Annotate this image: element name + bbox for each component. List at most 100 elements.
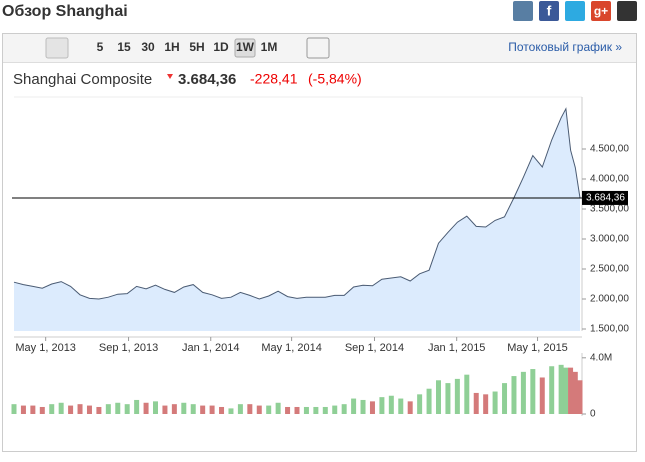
gplus-icon[interactable] <box>591 1 611 21</box>
y-tick-label: 3.000,00 <box>590 234 629 245</box>
volume-bar <box>417 394 423 414</box>
volume-bar <box>190 404 196 414</box>
volume-bar <box>200 405 206 414</box>
volume-bar <box>473 392 479 414</box>
toolbar <box>3 34 636 62</box>
y-tick-label: 3.500,00 <box>590 204 629 215</box>
volume-bar <box>77 404 83 414</box>
x-tick-label: May 1, 2015 <box>507 342 568 354</box>
volume-bar <box>549 366 555 414</box>
x-tick-label: Jan 1, 2015 <box>428 342 486 354</box>
volume-bar <box>492 391 498 414</box>
page-title: Обзор Shanghai <box>2 3 128 20</box>
streaming-link[interactable]: Потоковый график » <box>508 40 622 54</box>
volume-bar <box>454 378 460 414</box>
facebook-icon[interactable] <box>539 1 559 21</box>
volume-bar <box>11 404 17 414</box>
interval-button[interactable]: 15 <box>117 40 131 54</box>
volume-bar <box>303 406 309 414</box>
volume-bar <box>49 404 55 414</box>
y-tick-label: 2.000,00 <box>590 294 629 305</box>
y-tick-label: 4.000,00 <box>590 174 629 185</box>
volume-bar <box>219 406 225 414</box>
volume-bar <box>563 367 569 414</box>
y-tick-label: 4.500,00 <box>590 144 629 155</box>
volume-bar <box>285 406 291 414</box>
volume-bar <box>369 401 375 414</box>
volume-bar <box>115 402 121 414</box>
volume-bar <box>134 399 140 414</box>
x-tick-label: May 1, 2013 <box>15 342 76 354</box>
twitter-icon[interactable] <box>565 1 585 21</box>
volume-bar <box>39 406 45 414</box>
volume-bar <box>445 383 451 414</box>
volume-bar <box>539 377 545 414</box>
interval-button[interactable]: 5 <box>97 40 104 54</box>
volume-bar <box>558 364 564 414</box>
active-interval <box>234 38 256 58</box>
volume-bar <box>322 406 328 414</box>
volume-bar <box>153 401 158 414</box>
interval-button[interactable]: 1M <box>261 40 278 54</box>
volume-bar <box>256 405 262 414</box>
volume-bar <box>143 402 149 414</box>
volume-bar <box>294 406 300 414</box>
down-arrow <box>167 74 173 79</box>
volume-bar <box>30 405 36 414</box>
volume-bar <box>96 406 102 414</box>
share-icons[interactable]: f g+ <box>513 1 637 21</box>
volume-bar <box>502 383 508 414</box>
y-tick-label: 2.500,00 <box>590 264 629 275</box>
vk-icon[interactable] <box>513 1 533 21</box>
price-area <box>14 108 580 331</box>
volume-bar <box>237 404 243 414</box>
y2-tick-label: 4.0M <box>590 352 612 363</box>
volume-bar <box>58 402 64 414</box>
volume-bar <box>360 399 366 414</box>
volume-bar <box>398 398 404 414</box>
y2-tick-label: 0 <box>590 409 596 420</box>
mail-icon[interactable] <box>617 1 637 21</box>
gplus-glyph: g+ <box>594 4 608 18</box>
volume-bar <box>520 371 526 414</box>
volume-bar <box>388 395 394 414</box>
volume-bar <box>568 367 574 414</box>
volume-bar <box>228 408 234 414</box>
volume-bar <box>209 405 215 414</box>
volume-bar <box>379 397 385 414</box>
volume-bar <box>247 404 253 414</box>
volume-bar <box>464 374 470 414</box>
volume-bar <box>266 405 272 414</box>
volume-bar <box>483 394 489 414</box>
volume-bar <box>313 406 319 414</box>
y-tick-label: 1.500,00 <box>590 324 629 335</box>
volume-bar <box>68 405 74 414</box>
volume-bar <box>86 405 92 414</box>
interval-button[interactable]: 5H <box>189 40 204 54</box>
volume-bar <box>181 402 187 414</box>
volume-bar <box>275 402 281 414</box>
volume-bar <box>332 405 338 414</box>
last-price: 3.684,36 <box>178 71 236 88</box>
volume-bar <box>105 404 111 414</box>
interval-button[interactable]: 1W <box>236 40 255 54</box>
instrument-name: Shanghai Composite <box>13 71 152 88</box>
interval-button[interactable]: 1D <box>213 40 229 54</box>
price-change-pct: (-5,84%) <box>308 71 362 87</box>
volume-bar <box>407 401 413 414</box>
interval-button[interactable]: 1H <box>164 40 179 54</box>
line-mode-button[interactable] <box>45 37 69 59</box>
x-tick-label: May 1, 2014 <box>261 342 322 354</box>
interval-button[interactable]: 30 <box>141 40 155 54</box>
price-line <box>13 107 581 300</box>
volume-bar <box>577 380 583 414</box>
volume-bar <box>124 404 130 414</box>
volume-bar <box>511 376 517 414</box>
x-tick-label: Jan 1, 2014 <box>182 342 240 354</box>
volume-bar <box>436 380 441 414</box>
settings-button[interactable] <box>306 37 330 59</box>
fb-glyph: f <box>547 3 552 19</box>
x-tick-label: Sep 1, 2014 <box>345 342 404 354</box>
